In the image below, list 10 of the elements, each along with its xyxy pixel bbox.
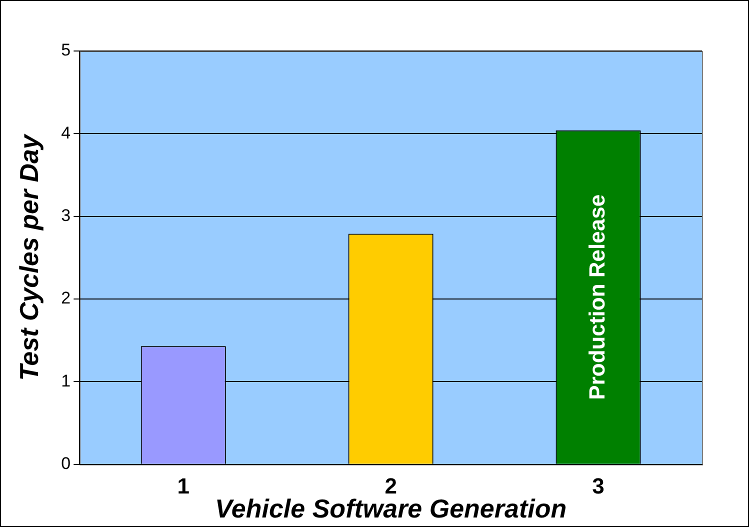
- y-tick-label: 4: [61, 123, 71, 142]
- y-tick-label: 0: [61, 454, 71, 474]
- annotation: Production Release: [584, 194, 610, 400]
- y-axis-title: Test Cycles per Day: [14, 133, 44, 381]
- y-tick-label: 1: [61, 371, 71, 390]
- x-tick-label: 3: [592, 474, 604, 499]
- y-tick-label: 5: [61, 40, 71, 60]
- x-tick-label: 1: [177, 474, 190, 499]
- y-tick-label: 2: [61, 288, 71, 308]
- y-tick-label: 3: [61, 206, 71, 226]
